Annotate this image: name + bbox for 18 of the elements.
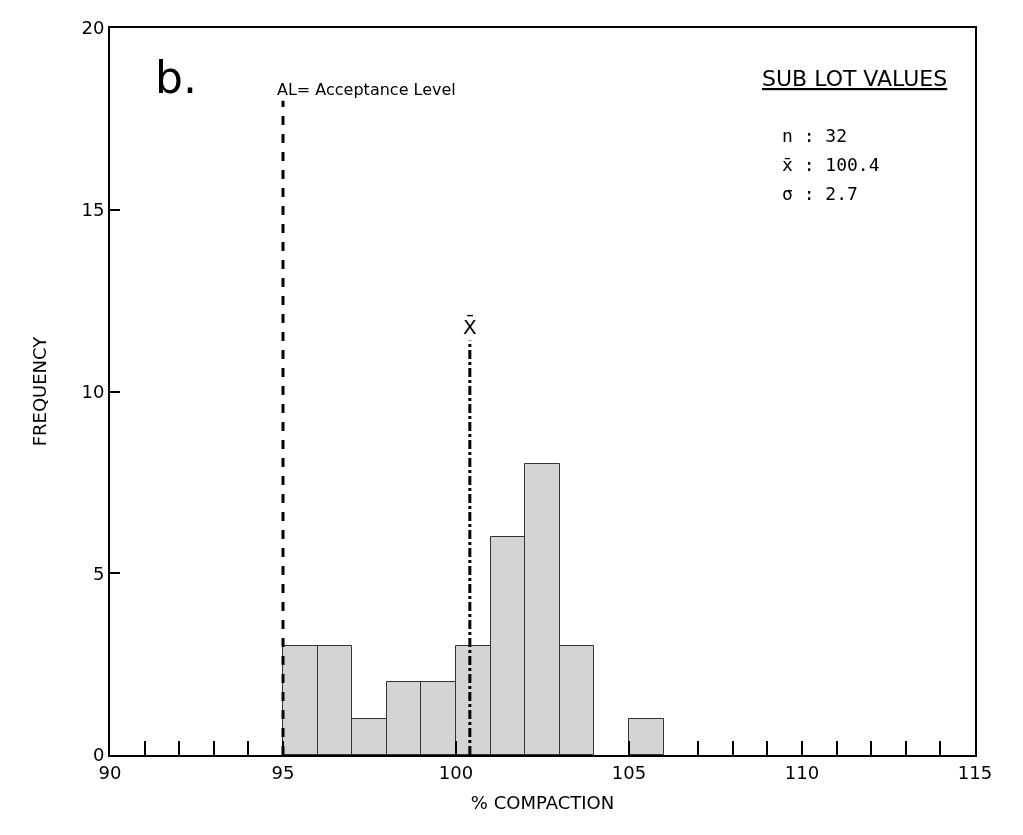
y-tick-label: 5 [92, 562, 105, 584]
annotation: n : 32 [782, 125, 848, 146]
y-tick-label: 20 [81, 17, 105, 39]
annotation: σ : 2.7 [782, 183, 858, 204]
x-tick-label: 115 [957, 761, 993, 783]
y-tick-label: 15 [81, 199, 105, 221]
x-tick-label: 110 [784, 761, 820, 783]
x-axis-title: % COMPACTION [470, 792, 615, 814]
x-tick-label: 95 [271, 761, 295, 783]
y-axis-title: FREQUENCY [29, 335, 51, 447]
annotation: SUB LOT VALUES [762, 66, 948, 91]
annotation: b. [155, 52, 197, 103]
x-tick-label: 100 [438, 761, 474, 783]
ref-line-label: X̄ [463, 314, 477, 339]
ref-line-label: AL= Acceptance Level [277, 80, 456, 99]
y-tick-label: 10 [81, 380, 105, 402]
annotation: x̄ : 100.4 [782, 154, 880, 175]
x-tick-label: 105 [611, 761, 647, 783]
